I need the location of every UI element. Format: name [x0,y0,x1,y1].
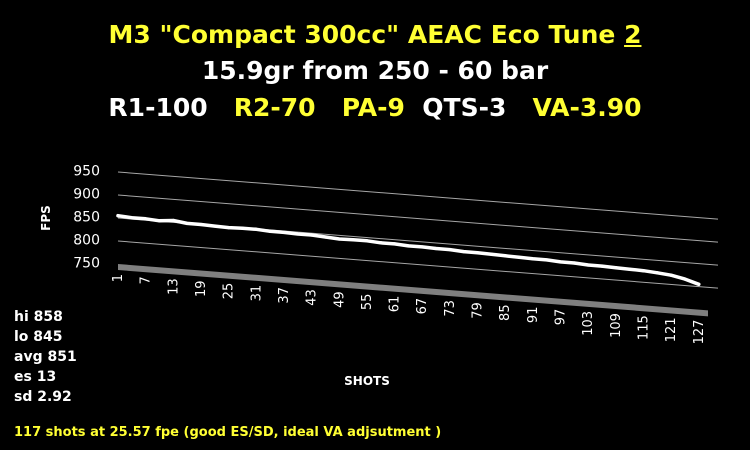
x-tick-label: 13 [166,278,181,295]
y-axis-ticks: 750 800 850 900 950 [73,164,100,272]
setting-pa: PA-9 [341,93,405,122]
x-tick-label: 19 [194,281,209,298]
x-axis-label: SHOTS [344,374,390,388]
data-point [517,255,521,259]
data-point [614,266,618,270]
data-point [475,251,480,255]
x-tick-label: 25 [222,283,237,300]
data-point [434,246,438,251]
gridline-800 [117,240,719,289]
x-tick-label: 121 [664,317,679,342]
y-tick-label: 800 [73,233,100,249]
data-point [185,221,189,226]
data-point [268,229,272,233]
stat-avg: avg 851 [14,349,77,365]
chart-subtitle: 15.9gr from 250 - 60 bar [201,56,549,85]
data-point [254,227,258,231]
stats-panel: hi 858 lo 845 avg 851 es 13 sd 2.92 [14,307,77,407]
stat-sd: sd 2.92 [14,389,72,405]
data-point [448,247,452,252]
data-point [282,230,286,235]
x-tick-label: 79 [471,302,486,319]
setting-r2: R2-70 [233,93,316,122]
x-tick-label: 61 [388,296,403,313]
gridline-950 [117,171,719,220]
data-point [586,263,590,267]
data-point [392,242,397,246]
x-tick-label: 109 [609,313,624,338]
x-tick-label: 97 [554,309,569,326]
stat-lo: lo 845 [14,329,63,345]
data-point [309,233,314,237]
data-point [420,245,424,249]
x-tick-label: 91 [526,307,541,324]
setting-qts: QTS-3 [422,93,507,122]
footnote: 117 shots at 25.57 fpe (good ES/SD, idea… [14,425,442,440]
data-point [296,232,300,236]
x-axis-ticks: 1 7 13 19 25 31 37 43 49 55 61 67 73 79 85 91 97 103 109 11… [111,274,707,344]
data-point [116,214,120,218]
data-point [683,277,687,281]
stat-es: es 13 [14,369,57,385]
data-point [572,261,576,265]
x-tick-label: 43 [305,289,320,306]
title-line1-underlined: 2 [624,20,642,49]
series-group [116,213,701,287]
y-tick-label: 750 [73,256,100,272]
y-tick-label: 850 [73,210,100,226]
data-point [323,235,328,239]
data-point [157,219,162,223]
data-point [462,249,466,254]
data-point [655,271,659,275]
data-point [558,260,563,264]
data-point [227,226,231,230]
x-tick-label: 73 [443,300,458,317]
data-point [628,267,632,271]
stat-hi: hi 858 [14,309,63,325]
data-point [379,241,383,245]
data-point [213,224,217,228]
x-tick-label: 49 [332,291,347,308]
y-axis-label: FPS [39,205,53,231]
setting-r1: R1-100 [108,93,208,122]
data-point [697,282,701,286]
data-point [531,257,535,261]
x-tick-label: 67 [415,298,430,315]
gridline-900 [117,194,719,243]
data-point [489,252,493,256]
x-tick-label: 85 [498,304,513,321]
data-point [144,217,148,221]
y-tick-label: 900 [73,187,100,203]
x-tick-label: 55 [360,294,375,311]
title-line1-text: M3 "Compact 300cc" AEAC Eco Tune [108,20,625,49]
data-point [199,222,203,227]
data-point [240,226,245,230]
x-tick-label: 1 [111,274,126,282]
x-tick-label: 127 [692,320,707,345]
data-point [351,238,355,242]
y-tick-label: 950 [73,164,100,180]
data-point [641,269,646,273]
data-point [545,258,549,262]
tune-settings-line: R1-100 R2-70 PA-9 QTS-3 VA-3.90 [0,95,750,120]
setting-va: VA-3.90 [532,93,642,122]
data-point [171,218,175,223]
data-point [669,273,673,277]
chart-title: M3 "Compact 300cc" AEAC Eco Tune 2 [0,22,750,47]
data-point [130,216,134,220]
x-tick-label: 103 [581,311,596,336]
chart-floor [118,264,708,317]
x-tick-label: 31 [249,285,264,302]
data-point [600,264,604,268]
x-tick-label: 7 [139,276,154,284]
x-tick-label: 115 [636,315,651,340]
x-tick-label: 37 [277,287,292,304]
data-point [365,239,369,243]
data-point [337,237,341,241]
data-point [503,254,507,258]
chart-floor-band [118,264,708,317]
data-point [406,244,410,248]
